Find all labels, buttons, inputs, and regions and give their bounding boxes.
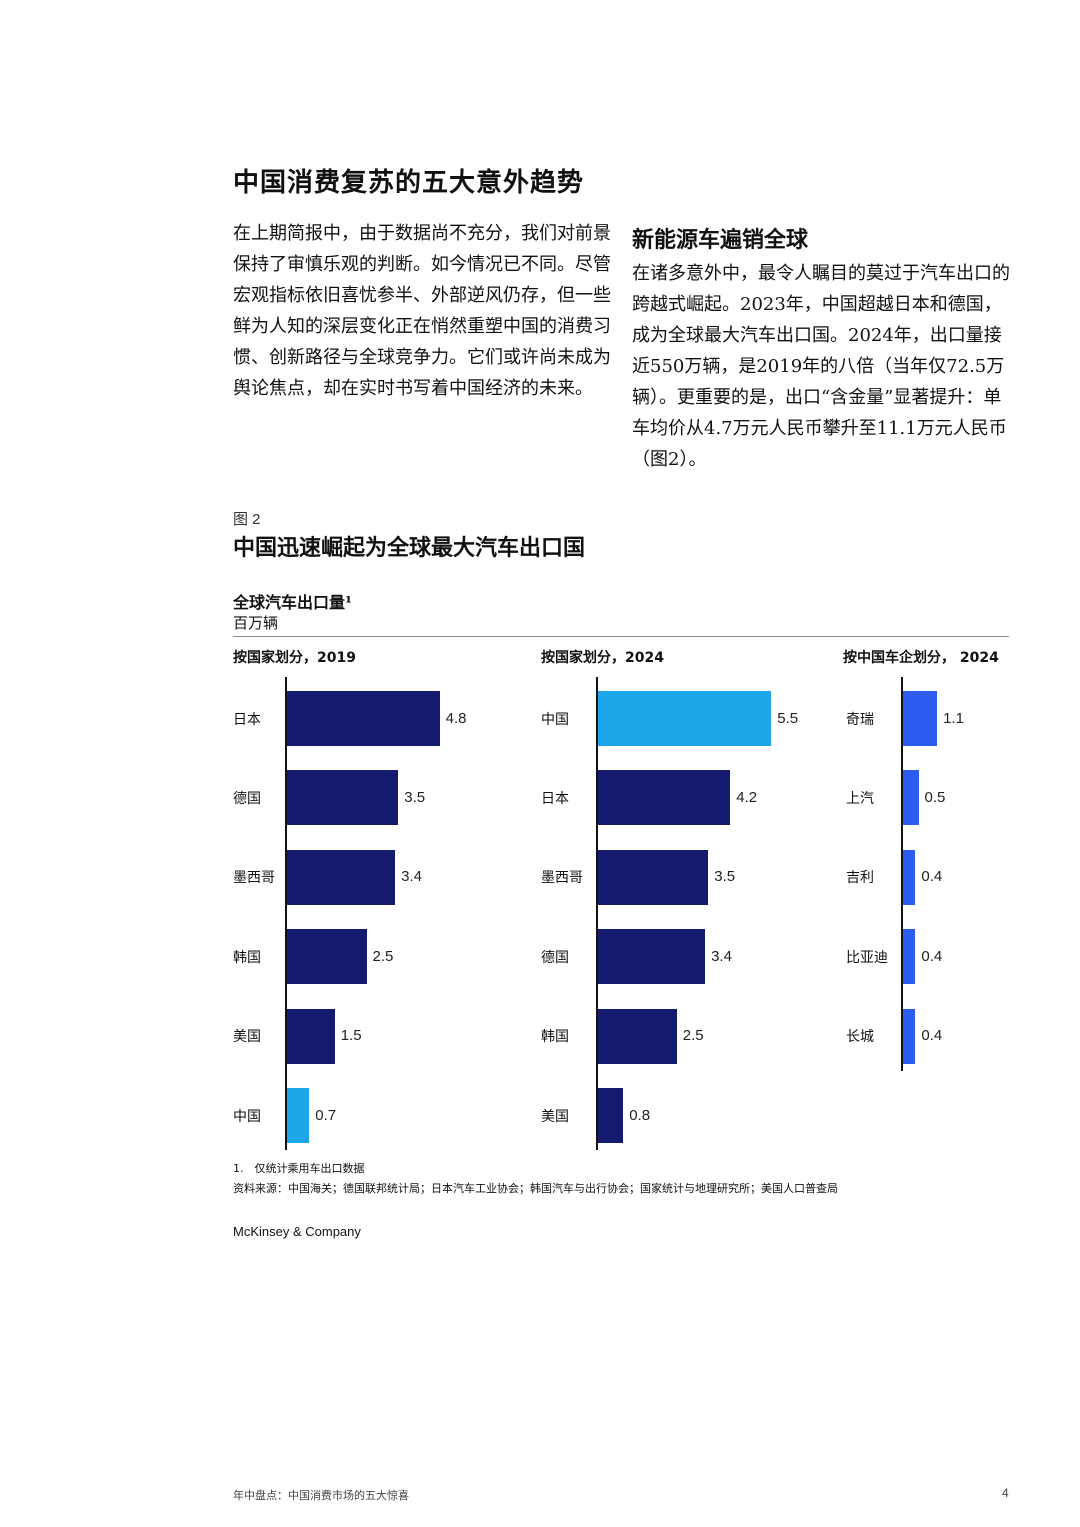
panel-title-2019: 按国家划分，2019 (233, 650, 356, 666)
bar (287, 849, 396, 905)
chart-title: 全球汽车出口量¹ (233, 593, 353, 612)
category-label: 吉利 (846, 870, 874, 887)
value-label: 3.4 (401, 868, 422, 886)
y-axis-line (285, 677, 287, 1150)
y-axis-line (901, 677, 903, 1071)
bar (287, 770, 399, 826)
bar (903, 1008, 916, 1064)
value-label: 0.7 (315, 1106, 337, 1124)
value-label: 4.8 (445, 709, 467, 727)
source-note: 资料来源：中国海关；德国联邦统计局；日本汽车工业协会；韩国汽车与出行协会；国家统… (233, 1182, 838, 1195)
category-label: 日本 (541, 790, 569, 807)
value-label: 0.4 (921, 868, 943, 886)
bar (287, 929, 367, 985)
category-label: 中国 (541, 711, 569, 728)
panel-title-2024: 按国家划分，2024 (541, 650, 664, 666)
figure-title: 中国迅速崛起为全球最大汽车出口国 (233, 535, 586, 561)
y-axis-line (596, 677, 598, 1150)
category-label: 墨西哥 (541, 870, 583, 887)
category-label: 韩国 (233, 949, 261, 966)
value-label: 2.5 (682, 1027, 704, 1045)
category-label: 中国 (233, 1108, 261, 1125)
value-label: 1.1 (943, 709, 964, 727)
value-label: 4.2 (736, 788, 758, 806)
bar (598, 770, 731, 826)
figure-label: 图 2 (233, 511, 261, 528)
bar (598, 849, 709, 905)
bar (903, 929, 916, 985)
panel-title-brands-2024: 按中国车企划分， 2024 (843, 650, 999, 666)
category-label: 比亚迪 (846, 949, 888, 966)
category-label: 德国 (233, 790, 261, 807)
category-label: 奇瑞 (846, 711, 874, 728)
chart-unit: 百万辆 (233, 614, 279, 632)
bar-chart-brands-2024: 奇瑞 1.1 上汽 0.5 吉利 0.4 比亚迪 0.4 长城 0.4 (846, 677, 1011, 1157)
category-label: 墨西哥 (233, 870, 275, 887)
bar-chart-2019: 日本 4.8 德国 3.5 墨西哥 3.4 韩国 2.5 美国 1.5 中国 0.7 (233, 677, 533, 1157)
bar-chart-2024: 中国 5.5 日本 4.2 墨西哥 3.5 德国 3.4 韩国 2.5 美国 0.8 (541, 677, 841, 1157)
value-label: 0.5 (924, 788, 946, 806)
value-label: 3.4 (711, 947, 732, 965)
page-number: 4 (1002, 1486, 1009, 1500)
bar (903, 849, 916, 905)
bar (287, 691, 440, 746)
bar (598, 1008, 677, 1064)
value-label: 3.5 (404, 788, 426, 806)
running-title: 年中盘点：中国消费市场的五大惊喜 (233, 1489, 409, 1502)
bar (598, 1088, 624, 1143)
bar (287, 1088, 310, 1143)
bar (903, 691, 938, 746)
bar (903, 770, 919, 826)
value-label: 2.5 (372, 947, 394, 965)
chart-divider (233, 636, 1009, 637)
page-title: 中国消费复苏的五大意外趋势 (233, 168, 585, 198)
category-label: 美国 (233, 1029, 261, 1046)
value-label: 1.5 (340, 1027, 362, 1045)
category-label: 上汽 (846, 790, 874, 807)
section-title: 新能源车遍销全球 (632, 227, 809, 253)
value-label: 5.5 (777, 709, 799, 727)
section-body: 在诸多意外中，最令人瞩目的莫过于汽车出口的跨越式崛起。2023年，中国超越日本和… (632, 263, 1010, 470)
value-label: 0.8 (629, 1106, 651, 1124)
category-label: 韩国 (541, 1029, 569, 1046)
category-label: 长城 (846, 1029, 874, 1046)
footnote: 1. 仅统计乘用车出口数据 (233, 1162, 365, 1175)
category-label: 美国 (541, 1108, 569, 1125)
value-label: 0.4 (921, 947, 943, 965)
intro-paragraph: 在上期简报中，由于数据尚不充分，我们对前景保持了审慎乐观的判断。如今情况已不同。… (233, 223, 611, 399)
bar (598, 929, 706, 985)
value-label: 3.5 (714, 868, 736, 886)
bar (287, 1008, 335, 1064)
category-label: 德国 (541, 949, 569, 966)
value-label: 0.4 (921, 1027, 943, 1045)
brand-name: McKinsey & Company (233, 1224, 361, 1239)
bar (598, 691, 772, 746)
category-label: 日本 (233, 711, 261, 728)
